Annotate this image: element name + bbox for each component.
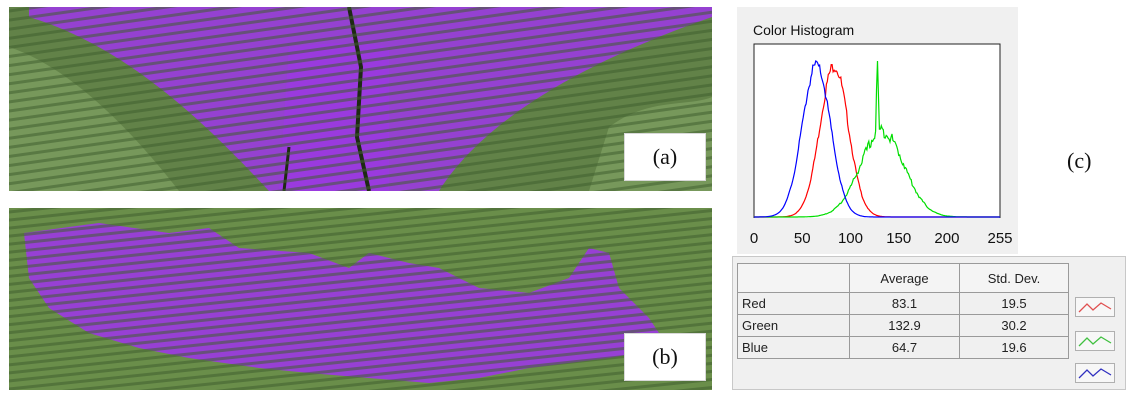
average-red: 83.1 xyxy=(849,292,960,315)
panel-label-a: (a) xyxy=(624,133,706,181)
vineyard-image-b xyxy=(9,208,712,390)
sparkline-blue-icon xyxy=(1075,363,1115,383)
table-row-blue: Blue 64.7 19.6 xyxy=(737,336,1069,359)
x-tick-label: 255 xyxy=(987,230,1012,247)
plot-frame xyxy=(753,43,1001,218)
color-stats-table: Average Std. Dev. Red 83.1 19.5 Green 13… xyxy=(737,263,1069,359)
std-red: 19.5 xyxy=(959,292,1069,315)
x-tick-label: 200 xyxy=(934,230,959,247)
chart-title: Color Histogram xyxy=(753,22,855,38)
average-blue: 64.7 xyxy=(849,336,960,359)
sparkline-green-icon xyxy=(1075,331,1115,351)
x-tick-label: 150 xyxy=(886,230,911,247)
row-label-green: Green xyxy=(737,314,850,337)
x-tick-label: 50 xyxy=(794,230,811,247)
color-histogram-chart: 0 50 100 150 200 255 xyxy=(750,43,1013,247)
average-green: 132.9 xyxy=(849,314,960,337)
series-line-blue xyxy=(754,60,1000,218)
header-cell-name xyxy=(737,263,850,293)
header-cell-average: Average xyxy=(849,263,960,293)
header-cell-std: Std. Dev. xyxy=(959,263,1069,293)
x-tick-label: 0 xyxy=(750,230,758,247)
table-header-row: Average Std. Dev. xyxy=(737,263,1069,293)
sparkline-red-icon xyxy=(1075,297,1115,317)
row-label-red: Red xyxy=(737,292,850,315)
color-stats-panel: Average Std. Dev. Red 83.1 19.5 Green 13… xyxy=(732,256,1126,390)
table-row-green: Green 132.9 30.2 xyxy=(737,314,1069,337)
x-tick-label: 100 xyxy=(838,230,863,247)
std-blue: 19.6 xyxy=(959,336,1069,359)
table-row-red: Red 83.1 19.5 xyxy=(737,292,1069,315)
vineyard-image-a xyxy=(9,7,712,191)
std-green: 30.2 xyxy=(959,314,1069,337)
panel-label-b: (b) xyxy=(624,333,706,381)
row-label-blue: Blue xyxy=(737,336,850,359)
panel-label-c: (c) xyxy=(1067,148,1092,173)
